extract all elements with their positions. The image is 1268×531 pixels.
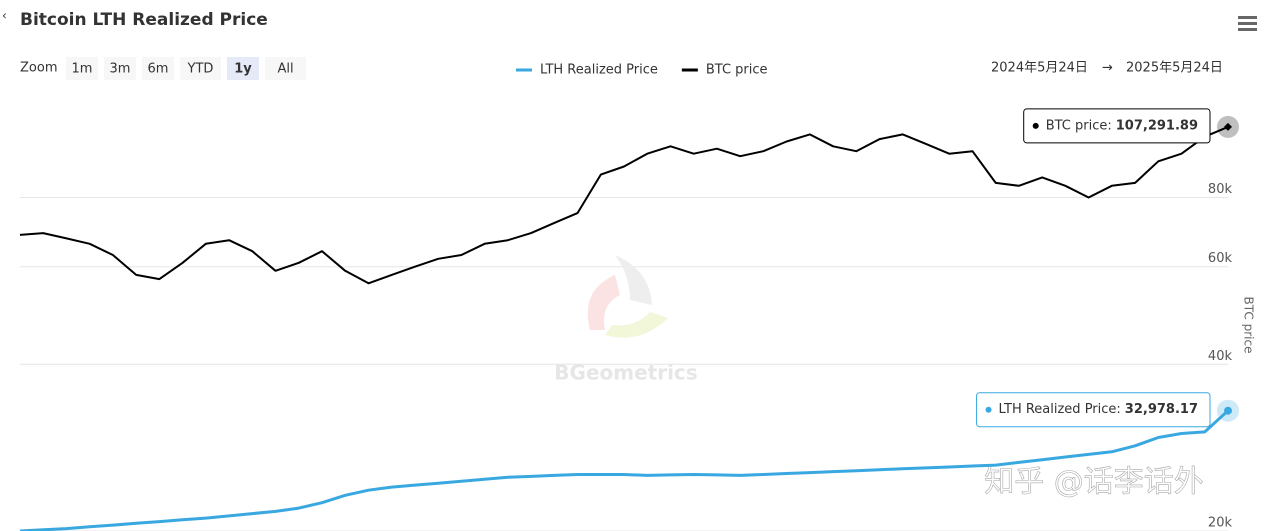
menu-icon[interactable]: [1238, 16, 1257, 31]
tooltip-value: 32,978.17: [1125, 402, 1198, 417]
zoom-button-bg: [142, 57, 174, 80]
menu-bar: [1238, 28, 1257, 31]
chart-title: Bitcoin LTH Realized Price: [20, 10, 268, 30]
menu-bar: [1238, 16, 1257, 19]
tooltip: BTC price: 107,291.89: [1023, 108, 1211, 144]
zoom-button-bg: [265, 57, 306, 80]
zoom-button-bg: [227, 57, 259, 80]
zoom-button[interactable]: 1m: [72, 62, 93, 77]
tooltip-dot: [1032, 122, 1039, 129]
zoom-button-bg: [66, 57, 98, 80]
logo: [587, 275, 620, 330]
zoom-label: Zoom: [20, 61, 57, 76]
end-marker: [1224, 406, 1232, 415]
tooltip: LTH Realized Price: 32,978.17: [976, 392, 1211, 428]
series-line: [19, 125, 1229, 285]
logo: [615, 255, 652, 305]
tooltip-label: LTH Realized Price:: [999, 402, 1121, 417]
tooltip-dot: [985, 406, 992, 413]
zoom-button[interactable]: 6m: [148, 62, 169, 77]
zoom-button-bg: [180, 57, 221, 80]
y-axis-title: BTC price: [1242, 297, 1256, 354]
zoom-button-bg: [104, 57, 136, 80]
legend-label[interactable]: BTC price: [706, 63, 768, 78]
logo: [605, 312, 668, 338]
zoom-button[interactable]: All: [277, 62, 293, 77]
tooltip-value: 107,291.89: [1116, 118, 1198, 133]
range-arrow: →: [1102, 61, 1113, 76]
y-tick-label: 20k: [1208, 516, 1233, 531]
end-marker: [1224, 122, 1232, 131]
tooltip-box: [1023, 108, 1211, 144]
range-to[interactable]: 2025年5月24日: [1126, 61, 1223, 76]
y-tick-label: 40k: [1208, 349, 1233, 364]
series-line: [19, 409, 1230, 531]
y-tick-label: 80k: [1208, 182, 1233, 197]
zoom-button[interactable]: YTD: [187, 62, 214, 77]
menu-bar: [1238, 22, 1257, 25]
tooltip-label: BTC price:: [1046, 118, 1112, 133]
tooltip-box: [976, 392, 1211, 428]
legend-label[interactable]: LTH Realized Price: [540, 63, 658, 78]
legend: LTH Realized Price BTC price: [516, 63, 768, 78]
zoom-button[interactable]: 3m: [110, 62, 131, 77]
range-from[interactable]: 2024年5月24日: [991, 61, 1088, 76]
back-arrow[interactable]: ‹: [2, 9, 7, 23]
zoom-button[interactable]: 1y: [234, 62, 252, 77]
y-tick-label: 60k: [1208, 251, 1233, 266]
credit: 知乎 @话李话外: [984, 465, 1204, 500]
